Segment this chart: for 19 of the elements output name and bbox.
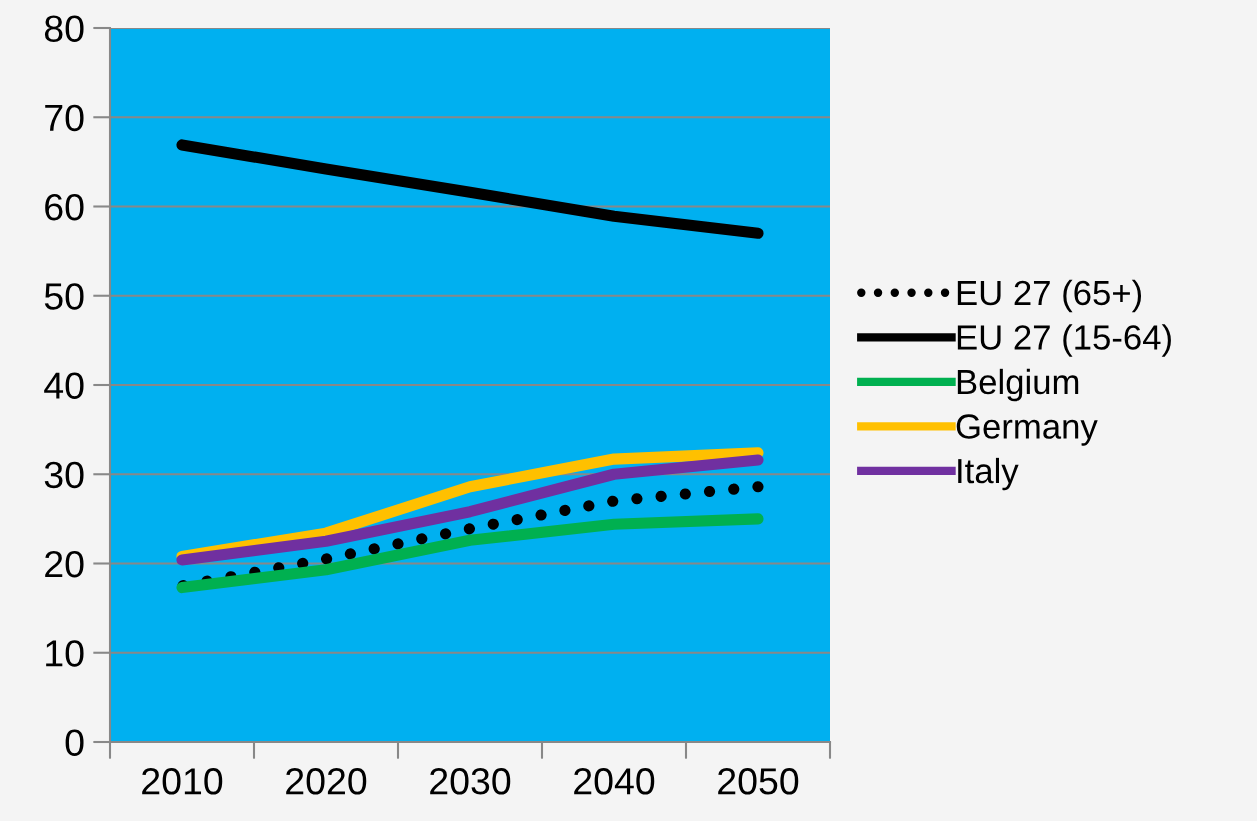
y-tick-label: 80 — [44, 15, 84, 42]
y-tick-label: 40 — [44, 372, 84, 399]
legend-label: Belgium — [957, 368, 1079, 402]
y-tick-label: 60 — [45, 193, 84, 221]
x-tick-label: 2010 — [142, 767, 223, 795]
y-tick-label: 20 — [45, 550, 84, 578]
legend-label: Italy — [958, 457, 1019, 491]
legend-label: Germany — [956, 414, 1098, 446]
legend-label: EU 27 (15-64) — [957, 324, 1171, 357]
legend-label: EU 27 (65+) — [957, 279, 1142, 313]
y-tick-label: 0 — [65, 729, 84, 756]
x-tick-label: 2040 — [574, 767, 655, 795]
y-tick-label: 10 — [46, 640, 84, 667]
x-tick-label: 2030 — [430, 767, 511, 795]
y-tick-label: 50 — [44, 283, 84, 310]
y-tick-label: 70 — [45, 104, 84, 132]
x-tick-label: 2020 — [286, 767, 367, 795]
x-tick-label: 2050 — [718, 767, 799, 795]
y-tick-label: 30 — [44, 461, 84, 489]
